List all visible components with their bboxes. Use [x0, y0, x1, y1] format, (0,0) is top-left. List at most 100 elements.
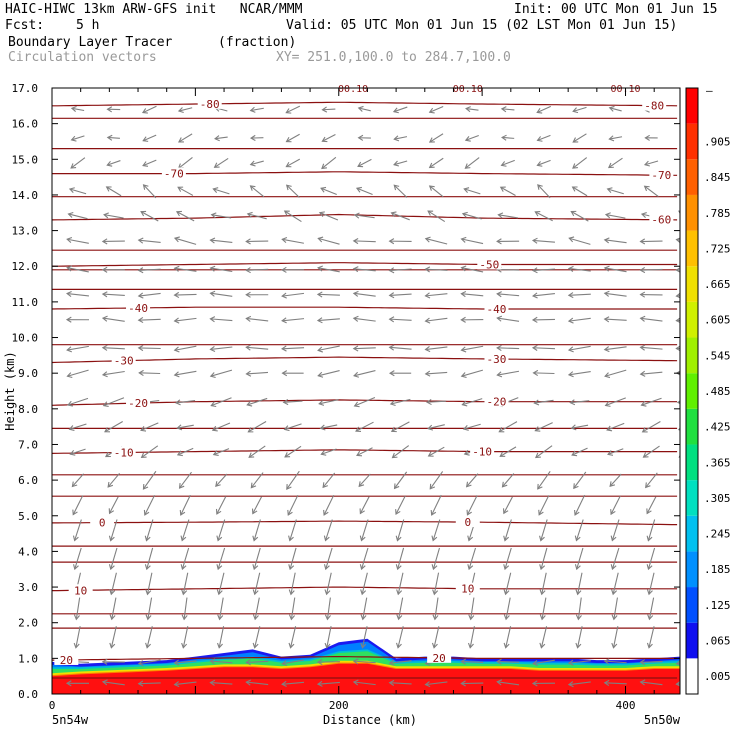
vector-head [532, 369, 539, 377]
vector-head [570, 424, 577, 431]
vector-shaft [177, 447, 194, 456]
circulation-vector [355, 186, 373, 195]
vector-shaft [640, 661, 663, 663]
contour-label-bg [197, 97, 222, 109]
vector-shaft [326, 572, 332, 595]
y-tick-label: 8.0 [18, 403, 38, 416]
vector-head [316, 291, 323, 298]
vector-shaft [286, 105, 301, 114]
circulation-vector [73, 626, 81, 649]
vector-head [252, 589, 259, 596]
circulation-vector [567, 659, 591, 666]
circulation-vector [639, 315, 663, 322]
circulation-vector [65, 316, 90, 323]
vector-head [535, 452, 541, 459]
vector-head [145, 589, 152, 596]
circulation-vector [173, 345, 197, 353]
vector-shaft [641, 397, 662, 406]
circulation-vector [572, 106, 587, 114]
circulation-vector [395, 626, 404, 649]
vector-shaft [394, 471, 408, 489]
vector-head [395, 642, 402, 649]
vector-shaft [139, 372, 161, 375]
vector-head [101, 291, 108, 298]
vector-head [106, 106, 113, 113]
circulation-vector [496, 679, 520, 686]
vector-head [283, 425, 290, 432]
vector-shaft [181, 547, 190, 570]
circulation-vector [73, 547, 82, 571]
circulation-vector [71, 473, 85, 488]
vector-shaft [535, 422, 553, 432]
vector-shaft [425, 268, 448, 271]
vector-head [66, 290, 72, 298]
circulation-vector [645, 472, 658, 489]
vector-shaft [290, 626, 297, 648]
vector-shaft [470, 597, 475, 620]
vector-head [396, 614, 403, 621]
vector-head [317, 346, 324, 353]
vector-shaft [461, 293, 484, 297]
vector-shaft [318, 345, 340, 351]
circulation-vector [357, 105, 371, 112]
vector-head [390, 426, 397, 433]
circulation-vector [533, 399, 554, 406]
vector-shaft [604, 318, 627, 321]
vector-head [391, 452, 398, 459]
vector-shaft [138, 682, 161, 685]
y-tick-label: 16.0 [12, 118, 39, 131]
vector-head [178, 137, 184, 143]
vector-shaft [568, 267, 591, 272]
vector-shaft [537, 471, 551, 490]
vector-shaft [497, 347, 520, 350]
vector-head [173, 236, 180, 243]
vector-shaft [608, 157, 623, 168]
vector-head [317, 236, 324, 243]
vector-shaft [389, 682, 412, 685]
vector-head [101, 371, 108, 378]
vector-shaft [497, 317, 520, 322]
vector-shaft [213, 188, 230, 195]
circulation-vector [281, 345, 305, 352]
vector-head [360, 642, 367, 649]
circulation-vector [646, 572, 655, 596]
circulation-vector [173, 265, 197, 272]
colorbar-label: .605 [704, 314, 731, 327]
circulation-vector [460, 316, 484, 323]
circulation-vector [603, 679, 627, 687]
circulation-vector [575, 572, 583, 596]
circulation-vector [142, 470, 157, 490]
vector-head [281, 370, 288, 377]
circulation-vector [392, 106, 408, 114]
forecast-label: Fcst: [5, 18, 45, 33]
circulation-vector [67, 211, 88, 220]
circulation-vector [318, 399, 339, 406]
vector-shaft [74, 547, 82, 570]
vector-head [608, 135, 615, 142]
contour-label-bg [470, 445, 495, 457]
vector-head [173, 371, 180, 378]
vector-shaft [253, 519, 261, 541]
circulation-vector [574, 519, 584, 542]
vector-shaft [319, 212, 339, 221]
circulation-vector [388, 344, 412, 351]
vector-head [145, 614, 152, 621]
vector-shaft [282, 318, 305, 322]
vector-shaft [502, 473, 515, 488]
vector-shaft [138, 292, 161, 297]
vector-head [101, 315, 108, 322]
y-tick-label: 7.0 [18, 438, 38, 451]
vector-head [646, 564, 653, 571]
vector-shaft [284, 445, 302, 458]
circulation-vector [647, 597, 655, 621]
circulation-vector [209, 679, 233, 686]
temperature-contour-line [52, 213, 678, 221]
vector-head [245, 370, 252, 377]
vector-shaft [146, 547, 154, 570]
vector-shaft [534, 399, 554, 404]
vector-head [432, 614, 439, 621]
vector-head [72, 509, 78, 516]
circulation-vector [461, 398, 483, 407]
circulation-vector [360, 626, 368, 649]
circulation-vector [388, 659, 412, 666]
